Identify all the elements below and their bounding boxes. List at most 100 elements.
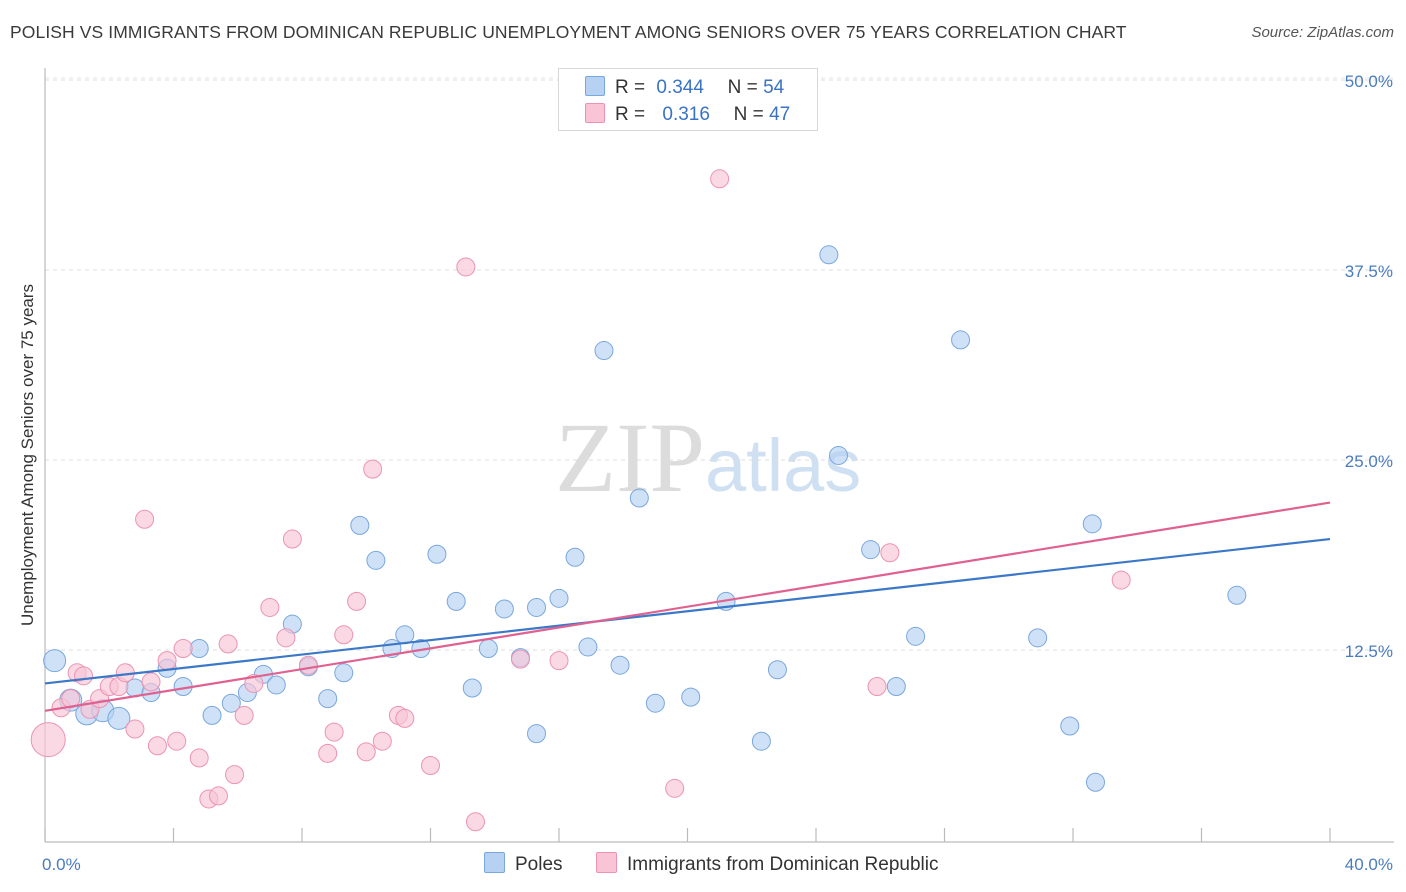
dominican-point-39 — [465, 812, 485, 832]
legend-r-value-poles: 0.344 — [656, 77, 704, 98]
poles-point-47 — [906, 626, 926, 646]
poles-point-34 — [578, 637, 598, 657]
dominican-point-33 — [363, 459, 383, 479]
dominican-point-37 — [421, 756, 440, 776]
y-tick-label-2: 37.5% — [1345, 262, 1393, 281]
dominican-point-41 — [549, 651, 569, 671]
dominican-point-21 — [225, 765, 245, 785]
legend-row-poles: R = 0.344 N = 54 — [585, 76, 784, 100]
poles-point-43 — [819, 245, 839, 265]
poles-point-32 — [549, 588, 569, 608]
dominican-point-26 — [282, 529, 302, 549]
series-legend-poles: Poles — [484, 852, 563, 876]
dominican-point-10 — [125, 719, 145, 739]
dominican-point-43 — [710, 169, 730, 189]
legend-swatch-dominican — [585, 103, 605, 123]
dominican-point-45 — [880, 543, 900, 563]
legend-r-value-dominican: 0.316 — [662, 104, 710, 125]
poles-point-9 — [189, 638, 209, 658]
dominican-point-46 — [1111, 570, 1131, 590]
poles-point-53 — [1227, 585, 1247, 605]
dominican-point-32 — [356, 742, 376, 762]
poles-point-14 — [266, 675, 286, 695]
poles-point-35 — [594, 341, 614, 361]
poles-point-10 — [202, 705, 222, 725]
dominican-point-29 — [324, 722, 344, 742]
legend-row-dominican: R = 0.316 N = 47 — [585, 103, 790, 127]
dominican-point-42 — [665, 778, 685, 798]
dominican-point-44 — [867, 676, 887, 696]
poles-point-0 — [43, 649, 67, 673]
series-legend-dominican: Immigrants from Dominican Republic — [596, 852, 939, 876]
poles-point-33 — [565, 547, 585, 567]
dominican-point-15 — [167, 731, 187, 751]
axis-labels: 12.5% 25.0% 37.5% 50.0% 0.0% 40.0% Unemploymen… — [18, 72, 1393, 874]
poles-point-24 — [427, 544, 447, 564]
poles-point-26 — [462, 678, 482, 698]
grid-lines — [45, 77, 1394, 651]
legend-r-label: R = — [615, 104, 646, 125]
dominican-point-19 — [208, 786, 228, 806]
dominican-point-22 — [234, 705, 254, 725]
poles-point-19 — [350, 515, 370, 535]
source-credit: Source: ZipAtlas.com — [1251, 24, 1394, 41]
dominican-point-13 — [147, 736, 167, 756]
dominican-point-40 — [510, 649, 530, 669]
poles-point-4 — [107, 706, 131, 730]
poles-point-51 — [1082, 514, 1102, 534]
dominican-point-14 — [157, 651, 177, 671]
legend-swatch-poles — [585, 76, 605, 96]
series-legend: Poles Immigrants from Dominican Republic — [0, 852, 1406, 878]
series-label-dominican: Immigrants from Dominican Republic — [627, 854, 939, 875]
watermark: ZIPatlas — [555, 400, 861, 515]
poles-point-50 — [1060, 716, 1080, 736]
poles-point-39 — [681, 687, 701, 707]
chart-title: POLISH VS IMMIGRANTS FROM DOMINICAN REPU… — [10, 22, 1127, 42]
poles-point-18 — [334, 663, 354, 683]
poles-point-38 — [645, 693, 665, 713]
legend-n-label: N = — [733, 104, 764, 125]
correlation-legend: R = 0.344 N = 54 R = 0.316 N = 47 — [558, 68, 818, 131]
poles-point-52 — [1085, 772, 1105, 792]
series-label-poles: Poles — [515, 854, 563, 875]
y-tick-label-0: 12.5% — [1345, 642, 1393, 661]
trend-lines — [44, 501, 1331, 712]
x-tick-label-max: 40.0% — [1345, 855, 1393, 874]
series-swatch-dominican — [596, 852, 617, 873]
poles-point-30 — [527, 724, 547, 744]
watermark-atlas: atlas — [705, 424, 862, 507]
data-points — [30, 169, 1247, 832]
legend-n-value-dominican: 47 — [769, 104, 791, 125]
axes — [44, 68, 1394, 843]
poles-point-36 — [610, 655, 630, 675]
legend-n-value-poles: 54 — [763, 77, 785, 98]
poles-trend-line — [44, 537, 1331, 685]
y-axis-title: Unemployment Among Seniors over 75 years — [18, 284, 37, 626]
dominican-point-12 — [141, 672, 161, 692]
poles-point-31 — [527, 597, 547, 617]
poles-point-11 — [221, 693, 241, 713]
dominican-point-11 — [135, 509, 155, 529]
dominican-point-20 — [218, 634, 238, 654]
dominican-point-25 — [276, 628, 296, 648]
poles-point-37 — [629, 488, 649, 508]
poles-point-45 — [861, 540, 881, 560]
poles-point-20 — [366, 550, 386, 570]
watermark-zip: ZIP — [555, 402, 705, 513]
dominican-point-30 — [334, 625, 354, 645]
legend-n-label: N = — [727, 77, 758, 98]
dominican-point-24 — [260, 597, 280, 617]
poles-point-48 — [951, 330, 971, 350]
poles-point-22 — [395, 625, 415, 645]
y-tick-label-1: 25.0% — [1345, 452, 1393, 471]
dominican-point-27 — [298, 655, 318, 675]
poles-point-28 — [494, 599, 514, 619]
dominican-point-0 — [30, 722, 66, 758]
dominican-point-34 — [372, 731, 392, 751]
dominican-point-23 — [244, 673, 264, 693]
legend-r-label: R = — [615, 77, 646, 98]
dominican-trend-line — [44, 501, 1331, 712]
poles-point-49 — [1028, 628, 1048, 648]
dominican-point-31 — [347, 591, 367, 611]
